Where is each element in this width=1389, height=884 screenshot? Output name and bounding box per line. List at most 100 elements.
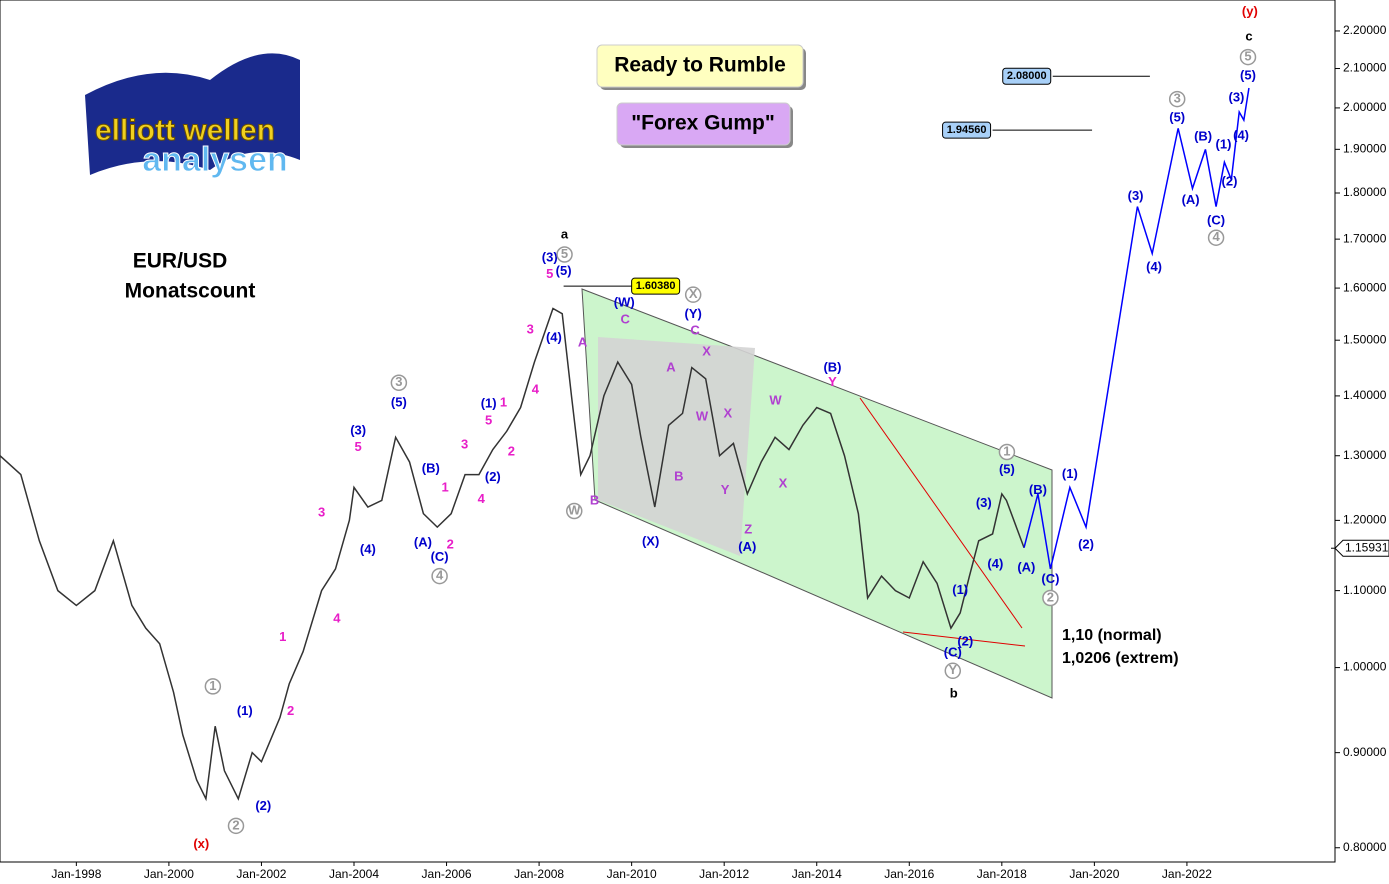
wave-label: X — [689, 286, 698, 301]
wave-label: X — [779, 476, 788, 491]
triangle — [598, 337, 755, 556]
x-tick-label: Jan-2010 — [607, 867, 657, 881]
x-tick-label: Jan-2020 — [1069, 867, 1119, 881]
wave-label: 4 — [436, 568, 444, 583]
wave-label: b — [950, 685, 958, 700]
y-tick-label: 0.80000 — [1343, 840, 1387, 854]
y-tick-label: 1.30000 — [1343, 448, 1387, 462]
wave-label: (C) — [431, 549, 449, 564]
wave-circle — [684, 286, 702, 303]
wave-circle — [227, 817, 245, 835]
trend-line — [902, 631, 1026, 647]
wave-label: (X) — [642, 534, 659, 549]
level-box — [631, 277, 681, 295]
wave-label: 2 — [447, 536, 454, 551]
wave-label: (3) — [350, 423, 366, 438]
wave-label: 3 — [395, 374, 402, 389]
wave-circle — [1239, 48, 1257, 66]
level-label: 2.08000 — [1007, 70, 1047, 82]
wave-label: 2 — [287, 703, 294, 718]
y-tick-label: 1.90000 — [1343, 142, 1387, 156]
x-tick-label: Jan-2018 — [977, 867, 1027, 881]
wave-label: (3) — [542, 249, 558, 264]
wave-label: X — [724, 405, 733, 420]
wave-label: 5 — [546, 266, 553, 281]
x-tick-label: Jan-2006 — [422, 867, 472, 881]
wave-label: (A) — [1182, 192, 1200, 207]
wave-circle — [1042, 589, 1059, 607]
wave-label: (2) — [485, 469, 501, 484]
logo-text: elliott wellen — [95, 114, 275, 147]
wave-circle — [1168, 90, 1186, 108]
wave-label: 3 — [461, 437, 468, 452]
wave-label: 1 — [500, 394, 507, 409]
series-line — [1023, 87, 1250, 570]
wave-label: (A) — [414, 534, 432, 549]
level-label: 1.94560 — [947, 124, 987, 136]
wave-label: (1) — [237, 703, 253, 718]
y-tick-label: 2.00000 — [1343, 100, 1387, 114]
logo: elliott wellen analysen — [85, 53, 300, 179]
wave-circle — [1207, 229, 1225, 246]
wave-label: (A) — [1017, 560, 1035, 575]
y-tick-label: 2.20000 — [1343, 23, 1387, 37]
current-price-box — [1334, 539, 1389, 557]
wave-label: X — [702, 344, 711, 359]
note: 1,10 (normal) — [1062, 627, 1162, 644]
box-text: Ready to Rumble — [614, 54, 786, 77]
wave-circle — [431, 567, 448, 585]
series-line — [0, 307, 1025, 802]
wave-label: (B) — [823, 360, 841, 375]
wave-label: (5) — [556, 263, 572, 278]
wave-label: A — [578, 334, 588, 349]
wave-label: (C) — [944, 645, 962, 660]
wave-label: (B) — [1194, 129, 1212, 144]
x-tick-label: Jan-1998 — [51, 867, 101, 881]
x-tick-label: Jan-2016 — [884, 867, 934, 881]
y-tick-label: 1.50000 — [1343, 332, 1387, 346]
wave-label: W — [769, 393, 782, 408]
wave-label: Y — [721, 482, 730, 497]
wave-label: (4) — [1233, 128, 1249, 143]
wave-label: Y — [828, 374, 837, 389]
wave-label: 2 — [232, 817, 239, 832]
wave-label: 4 — [333, 610, 341, 625]
wave-label: 3 — [318, 504, 325, 519]
chart-title: EUR/USD — [133, 250, 228, 273]
wave-label: (1) — [1062, 466, 1078, 481]
current-price-label: 1.15931 — [1345, 540, 1389, 554]
wave-label: (5) — [391, 394, 407, 409]
wave-label: (B) — [1029, 482, 1047, 497]
wave-label: (1) — [481, 395, 497, 410]
wave-label: B — [590, 493, 599, 508]
wave-label: (5) — [1169, 110, 1185, 125]
wave-label: (A) — [738, 539, 756, 554]
x-tick-label: Jan-2002 — [236, 867, 286, 881]
level-label: 1.60380 — [636, 280, 676, 292]
y-tick-label: 1.40000 — [1343, 388, 1387, 402]
box — [616, 102, 791, 146]
wave-label: W — [568, 502, 581, 517]
x-tick-label: Jan-2004 — [329, 867, 379, 881]
trend-line — [859, 397, 1023, 629]
wave-label: 5 — [485, 413, 492, 428]
logo-text: analysen — [142, 141, 288, 179]
wave-label: (4) — [546, 329, 562, 344]
box-text: "Forex Gump" — [631, 112, 775, 135]
wave-label: 1 — [1003, 443, 1010, 458]
wave-label: (2) — [1078, 536, 1094, 551]
wave-circle — [390, 374, 408, 391]
wave-label: 5 — [561, 246, 568, 261]
wave-circle — [556, 246, 573, 263]
box — [596, 44, 804, 88]
wave-label: (Y) — [685, 306, 702, 321]
wave-label: B — [674, 469, 683, 484]
wave-label: 2 — [1047, 589, 1054, 604]
y-tick-label: 2.10000 — [1343, 61, 1387, 75]
wave-label: C — [620, 311, 630, 326]
y-tick-label: 0.90000 — [1343, 745, 1387, 759]
level-box — [942, 121, 992, 139]
wave-label: 4 — [532, 382, 540, 397]
wave-label: 1 — [209, 678, 216, 693]
wave-label: 4 — [1212, 229, 1220, 244]
